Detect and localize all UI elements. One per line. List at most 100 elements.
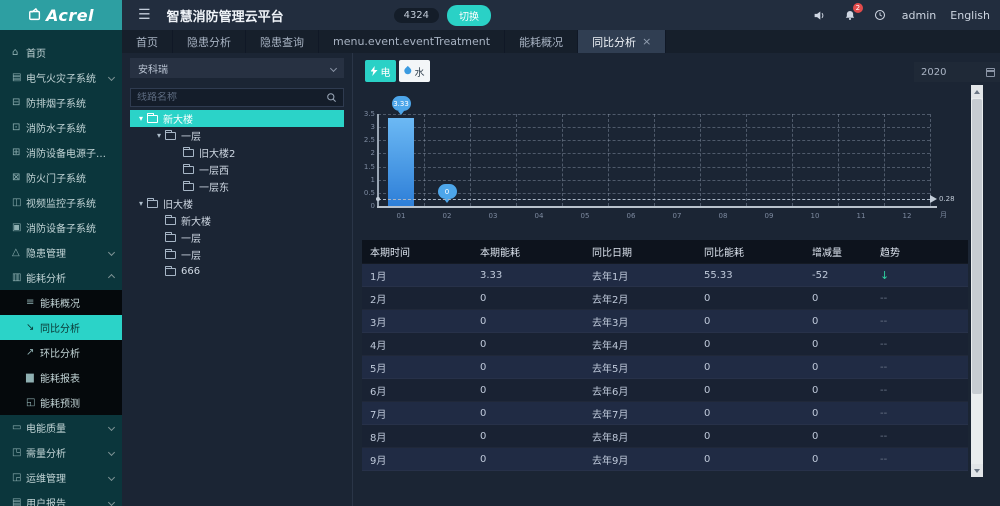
switch-project-button[interactable]: 切换 <box>447 4 492 26</box>
sidebar-item-label: 能耗分析 <box>26 274 66 285</box>
year-picker[interactable]: 2020 <box>914 62 1000 82</box>
sidebar-item-需量分析[interactable]: ◳ 需量分析 <box>0 440 122 465</box>
sidebar-item-电能质量[interactable]: ▭ 电能质量 <box>0 415 122 440</box>
device-icon: ▣ <box>12 222 22 233</box>
table-row[interactable]: 9月 0 去年9月 0 0 -- <box>362 448 968 471</box>
sidebar-item-能耗分析[interactable]: ▥ 能耗分析 <box>0 265 122 290</box>
tab-label: 隐患查询 <box>260 35 304 49</box>
tree-node-label: 新大楼 <box>181 217 211 228</box>
trend-none: -- <box>880 453 888 465</box>
sidebar-item-防排烟子系统[interactable]: ⊟ 防排烟子系统 <box>0 90 122 115</box>
sidebar-item-电气火灾子系统[interactable]: ▤ 电气火灾子系统 <box>0 65 122 90</box>
folder-icon <box>165 231 176 242</box>
table-row[interactable]: 4月 0 去年4月 0 0 -- <box>362 333 968 356</box>
table-cell: 0 <box>704 453 711 465</box>
h-gridline <box>378 192 930 194</box>
sidebar-item-能耗预测[interactable]: ◱ 能耗预测 <box>0 390 122 415</box>
clock-icon[interactable] <box>872 7 888 23</box>
tree-node-一层[interactable]: ▾ 一层 <box>130 127 344 144</box>
acrel-logo-icon <box>28 8 41 21</box>
table-row[interactable]: 1月 3.33 去年1月 55.33 -52 ↓ <box>362 264 968 287</box>
tab-隐患查询[interactable]: 隐患查询 <box>246 30 319 53</box>
sidebar-item-label: 能耗概况 <box>40 299 80 310</box>
bell-icon[interactable]: 2 <box>842 3 863 23</box>
sidebar-item-运维管理[interactable]: ◲ 运维管理 <box>0 465 122 490</box>
table-cell: 0 <box>704 292 711 304</box>
bar-01[interactable] <box>388 118 414 206</box>
scroll-up-button[interactable] <box>971 85 983 98</box>
tab-label: 能耗概况 <box>519 35 564 49</box>
tree-node-一层西[interactable]: 一层西 <box>130 161 344 178</box>
sidebar-item-视频监控子系统[interactable]: ◫ 视频监控子系统 <box>0 190 122 215</box>
sidebar-item-防火门子系统[interactable]: ⊠ 防火门子系统 <box>0 165 122 190</box>
sidebar-item-能耗概况[interactable]: ≡ 能耗概况 <box>0 290 122 315</box>
sidebar-item-label: 能耗预测 <box>40 399 80 410</box>
tab-隐患分析[interactable]: 隐患分析 <box>173 30 246 53</box>
col-header: 本期时间 <box>370 248 410 259</box>
scroll-down-button[interactable] <box>971 464 983 477</box>
tab-同比分析[interactable]: 同比分析 × <box>578 30 667 53</box>
sidebar-item-用户报告[interactable]: ▤ 用户报告 <box>0 490 122 506</box>
table-cell: 6月 <box>370 386 387 398</box>
tree-node-新大楼[interactable]: ▾ 新大楼 <box>130 110 344 127</box>
project-select[interactable]: 安科瑞 <box>130 58 344 78</box>
search-input[interactable] <box>137 92 326 103</box>
search-icon[interactable] <box>326 92 337 103</box>
caret-down-icon[interactable]: ▾ <box>138 199 143 208</box>
sidebar-item-同比分析[interactable]: ↘ 同比分析 <box>0 315 122 340</box>
table-row[interactable]: 3月 0 去年3月 0 0 -- <box>362 310 968 333</box>
table-cell: 7月 <box>370 409 387 421</box>
volume-icon[interactable] <box>812 7 828 23</box>
sidebar-item-label: 消防水子系统 <box>26 124 86 135</box>
v-gridline <box>884 114 885 206</box>
sidebar-item-消防水子系统[interactable]: ⊡ 消防水子系统 <box>0 115 122 140</box>
tree-node-一层[interactable]: 一层 <box>130 229 344 246</box>
table-row[interactable]: 5月 0 去年5月 0 0 -- <box>362 356 968 379</box>
table-row[interactable]: 6月 0 去年6月 0 0 -- <box>362 379 968 402</box>
table-row[interactable]: 8月 0 去年8月 0 0 -- <box>362 425 968 448</box>
menu-collapse-icon[interactable]: ☰ <box>138 7 151 23</box>
table-cell: 0 <box>704 361 711 373</box>
trend-none: -- <box>880 407 888 419</box>
caret-down-icon[interactable]: ▾ <box>156 131 161 140</box>
h-gridline <box>378 140 930 142</box>
vertical-scrollbar[interactable] <box>971 85 983 477</box>
sidebar-item-能耗报表[interactable]: ▆ 能耗报表 <box>0 365 122 390</box>
table-cell: 0 <box>812 315 819 327</box>
sidebar-item-环比分析[interactable]: ↗ 环比分析 <box>0 340 122 365</box>
language-switch[interactable]: English <box>950 8 990 22</box>
tree-node-旧大楼[interactable]: ▾ 旧大楼 <box>130 195 344 212</box>
tab-能耗概况[interactable]: 能耗概况 <box>505 30 579 53</box>
tab-首页[interactable]: 首页 <box>122 30 173 53</box>
tree-node-新大楼[interactable]: 新大楼 <box>130 212 344 229</box>
tab-label: 隐患分析 <box>187 35 231 49</box>
tree-node-666[interactable]: 666 <box>130 263 344 280</box>
trend-none: -- <box>880 430 888 442</box>
tree-node-旧大楼2[interactable]: 旧大楼2 <box>130 144 344 161</box>
tab-close-icon[interactable]: × <box>642 35 652 48</box>
user-menu[interactable]: admin <box>901 8 937 22</box>
scrollbar-thumb[interactable] <box>972 99 982 394</box>
electric-toggle-button[interactable]: 电 <box>365 60 396 82</box>
sidebar-item-label: 环比分析 <box>40 349 80 360</box>
folder-icon <box>165 248 176 259</box>
folder-icon <box>183 146 194 157</box>
caret-down-icon[interactable]: ▾ <box>138 114 143 123</box>
sidebar-item-label: 首页 <box>26 49 46 60</box>
v-gridline <box>838 114 839 206</box>
water-toggle-button[interactable]: 水 <box>399 60 430 82</box>
tree-node-一层东[interactable]: 一层东 <box>130 178 344 195</box>
h-gridline <box>378 153 930 155</box>
sidebar-item-消防设备电源子系统[interactable]: ⊞ 消防设备电源子系统 <box>0 140 122 165</box>
tab-menu.event.eventTreatment[interactable]: menu.event.eventTreatment <box>319 30 506 53</box>
sidebar-item-label: 消防设备子系统 <box>26 224 96 235</box>
table-row[interactable]: 2月 0 去年2月 0 0 -- <box>362 287 968 310</box>
sidebar-item-首页[interactable]: ⌂ 首页 <box>0 40 122 65</box>
sidebar-item-消防设备子系统[interactable]: ▣ 消防设备子系统 <box>0 215 122 240</box>
table-row[interactable]: 7月 0 去年7月 0 0 -- <box>362 402 968 425</box>
tree-node-一层[interactable]: 一层 <box>130 246 344 263</box>
sidebar-item-label: 需量分析 <box>26 449 66 460</box>
table-cell: 1月 <box>370 271 387 283</box>
sidebar-item-隐患管理[interactable]: △ 隐患管理 <box>0 240 122 265</box>
table-cell: 55.33 <box>704 269 733 281</box>
